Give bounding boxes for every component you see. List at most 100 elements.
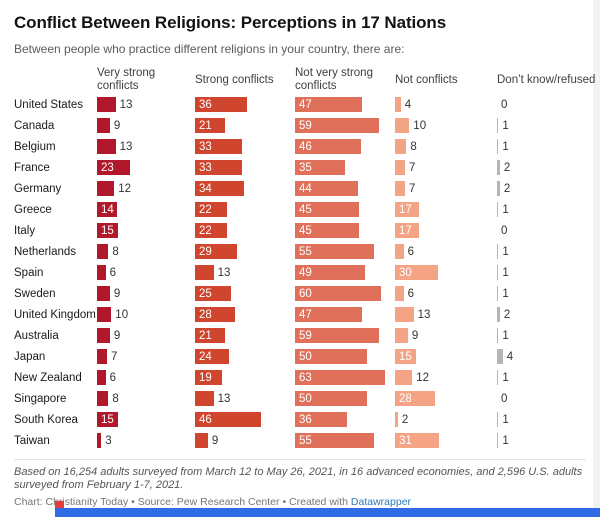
bar[interactable]	[497, 139, 499, 154]
bar[interactable]	[195, 391, 214, 406]
bar[interactable]	[195, 349, 230, 364]
bar[interactable]	[97, 118, 110, 133]
country-label: France	[14, 161, 50, 174]
bar[interactable]	[295, 118, 380, 133]
bar[interactable]	[97, 181, 115, 196]
bar[interactable]	[97, 223, 119, 238]
credit-line: Chart: Christianity Today • Source: Pew …	[14, 496, 586, 508]
bar[interactable]	[295, 412, 347, 427]
bar[interactable]	[195, 286, 231, 301]
country-label: Spain	[14, 266, 44, 279]
bar[interactable]	[395, 433, 440, 448]
bar[interactable]	[295, 307, 363, 322]
bar[interactable]	[195, 181, 244, 196]
bar[interactable]	[295, 433, 374, 448]
bar[interactable]	[497, 244, 499, 259]
bar[interactable]	[195, 160, 243, 175]
bar[interactable]	[97, 328, 110, 343]
bar[interactable]	[395, 244, 404, 259]
bar[interactable]	[395, 160, 405, 175]
bar[interactable]	[195, 97, 247, 112]
value-label: 3	[105, 434, 112, 447]
bar[interactable]	[295, 370, 386, 385]
bar[interactable]	[295, 328, 380, 343]
bar[interactable]	[195, 433, 208, 448]
bar[interactable]	[97, 97, 116, 112]
bar[interactable]	[295, 97, 363, 112]
bar[interactable]	[97, 286, 110, 301]
value-label: 21	[199, 119, 212, 132]
bar[interactable]	[195, 370, 223, 385]
bar[interactable]	[295, 244, 374, 259]
bar[interactable]	[295, 286, 381, 301]
bar[interactable]	[295, 223, 360, 238]
bar[interactable]	[97, 370, 106, 385]
bar[interactable]	[195, 244, 237, 259]
bar-cell: 19	[195, 370, 295, 385]
bar[interactable]	[195, 223, 227, 238]
bar[interactable]	[395, 328, 408, 343]
bar[interactable]	[395, 265, 438, 280]
bar[interactable]	[97, 412, 119, 427]
bar[interactable]	[497, 370, 499, 385]
bar-cell: 34	[195, 181, 295, 196]
bar[interactable]	[395, 223, 420, 238]
bar[interactable]	[395, 370, 413, 385]
bar[interactable]	[195, 412, 261, 427]
bar[interactable]	[295, 391, 367, 406]
bar[interactable]	[395, 286, 404, 301]
bar[interactable]	[395, 202, 420, 217]
bar[interactable]	[395, 349, 417, 364]
bar[interactable]	[395, 391, 435, 406]
bar[interactable]	[97, 244, 109, 259]
value-label: 47	[299, 308, 312, 321]
bar[interactable]	[497, 307, 500, 322]
bar[interactable]	[195, 139, 243, 154]
bar[interactable]	[395, 181, 405, 196]
bar-cell: 2	[497, 160, 600, 175]
bar[interactable]	[97, 391, 109, 406]
datawrapper-link[interactable]: Datawrapper	[350, 496, 412, 508]
bar-cell: 9	[97, 328, 195, 343]
bar[interactable]	[195, 118, 225, 133]
bar[interactable]	[497, 202, 499, 217]
bar[interactable]	[295, 181, 358, 196]
bar[interactable]	[497, 349, 503, 364]
bar[interactable]	[395, 412, 398, 427]
bar[interactable]	[395, 97, 401, 112]
bar[interactable]	[395, 139, 407, 154]
bar[interactable]	[497, 118, 499, 133]
bar[interactable]	[497, 160, 500, 175]
credit-source: Source: Pew Research Center	[137, 496, 280, 508]
bar-cell: 59	[295, 118, 395, 133]
bar[interactable]	[97, 433, 102, 448]
bar[interactable]	[97, 349, 107, 364]
bar[interactable]	[97, 160, 130, 175]
bar[interactable]	[97, 307, 112, 322]
bar[interactable]	[295, 160, 345, 175]
table-row: Taiwan 3 9 55 31 1	[14, 430, 600, 451]
bar[interactable]	[97, 265, 106, 280]
bar[interactable]	[195, 202, 227, 217]
bar[interactable]	[497, 328, 499, 343]
bar[interactable]	[295, 202, 360, 217]
bar[interactable]	[395, 307, 414, 322]
bar[interactable]	[295, 349, 367, 364]
bar[interactable]	[497, 433, 499, 448]
value-label: 63	[299, 371, 312, 384]
bar[interactable]	[295, 139, 361, 154]
bar[interactable]	[195, 307, 235, 322]
bar[interactable]	[295, 265, 366, 280]
bar[interactable]	[497, 286, 499, 301]
value-label: 59	[299, 329, 312, 342]
bar[interactable]	[195, 265, 214, 280]
bar[interactable]	[97, 139, 116, 154]
bar[interactable]	[97, 202, 117, 217]
bar-cell: 31	[395, 433, 497, 448]
bar[interactable]	[195, 328, 225, 343]
bar[interactable]	[395, 118, 410, 133]
bar[interactable]	[497, 412, 499, 427]
bar-cell: 55	[295, 244, 395, 259]
bar[interactable]	[497, 265, 499, 280]
bar[interactable]	[497, 181, 500, 196]
